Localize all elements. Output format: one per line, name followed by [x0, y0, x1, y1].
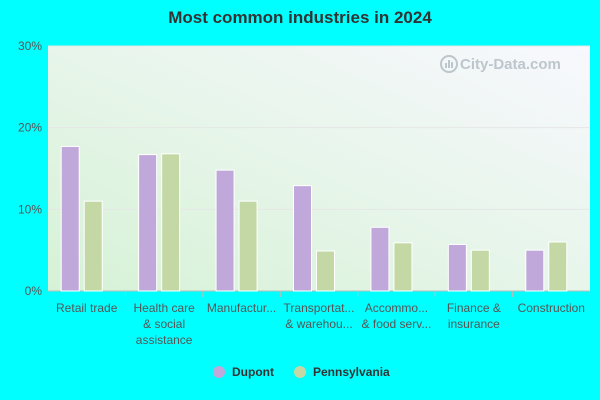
- legend-label: Dupont: [232, 365, 274, 379]
- y-tick-label: 10%: [18, 202, 42, 216]
- chart-title: Most common industries in 2024: [168, 8, 432, 27]
- x-tick-label: Transportat...: [284, 301, 355, 315]
- bar-pennsylvania: [470, 249, 490, 292]
- bar-pennsylvania: [161, 153, 181, 292]
- x-tick-label: Retail trade: [56, 301, 118, 315]
- watermark-logo-icon: [440, 55, 458, 73]
- x-tick-label: & food serv...: [362, 317, 432, 331]
- x-tick-label: & warehou...: [285, 317, 352, 331]
- legend-swatch: [294, 366, 306, 378]
- x-tick-label: Construction: [518, 301, 585, 315]
- x-tick-label: Manufactur...: [207, 301, 276, 315]
- x-tick-label: insurance: [448, 317, 500, 331]
- legend-swatch: [213, 366, 225, 378]
- y-tick-label: 0%: [25, 284, 43, 298]
- y-tick-label: 20%: [18, 121, 42, 135]
- legend: Dupont Pennsylvania: [213, 365, 390, 379]
- bar-dupont: [138, 154, 158, 292]
- x-tick-label: Health care: [133, 301, 195, 315]
- bar-dupont: [370, 226, 390, 292]
- bar-dupont: [447, 243, 467, 292]
- watermark-text: City-Data.com: [460, 56, 561, 73]
- legend-item-pennsylvania: Pennsylvania: [294, 365, 390, 379]
- bar-dupont: [525, 249, 545, 292]
- bar-pennsylvania: [238, 200, 258, 292]
- legend-label: Pennsylvania: [313, 365, 390, 379]
- bar-pennsylvania: [83, 200, 103, 292]
- watermark: City-Data.com: [440, 55, 561, 73]
- bar-pennsylvania: [316, 250, 335, 292]
- bar-dupont: [293, 185, 312, 292]
- x-tick-label: Finance &: [447, 301, 501, 315]
- x-tick-label: Accommo...: [365, 301, 428, 315]
- legend-item-dupont: Dupont: [213, 365, 274, 379]
- x-tick-label: assistance: [136, 333, 193, 347]
- bar-pennsylvania: [393, 242, 413, 292]
- x-tick-label: & social: [143, 317, 185, 331]
- bar-pennsylvania: [548, 241, 568, 292]
- bar-dupont: [215, 169, 235, 292]
- y-tick-label: 30%: [18, 39, 42, 53]
- bar-dupont: [60, 145, 80, 292]
